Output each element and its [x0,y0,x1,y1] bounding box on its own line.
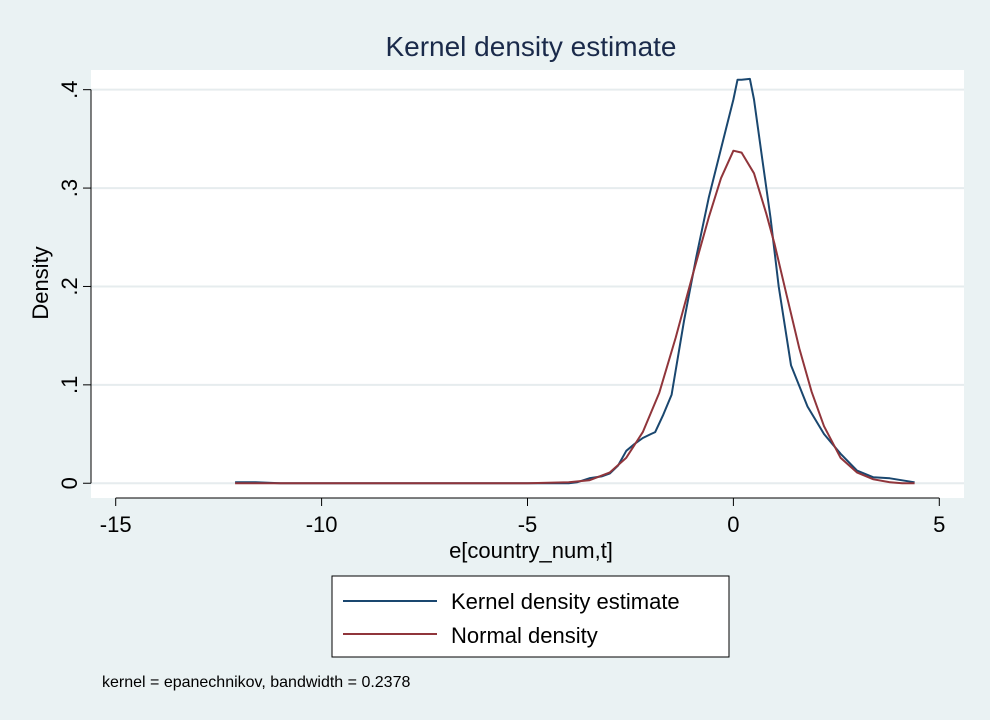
legend-box [331,575,730,658]
normal-density-line [235,149,915,485]
y-tick-label-0: 0 [57,477,82,489]
bandwidth-note: kernel = epanechnikov, bandwidth = 0.237… [102,674,410,691]
legend-label-kernel-density: Kernel density estimate [451,589,680,614]
legend: Kernel density estimate Normal density [331,575,730,658]
y-tick-label-3: .3 [57,179,82,197]
series-lines [235,77,915,485]
y-tick-label-2: .2 [57,277,82,295]
x-tick-label-0: -15 [100,512,132,537]
y-axis-label: Density [28,246,53,319]
chart-title: Kernel density estimate [385,31,676,62]
plot-area [91,70,964,498]
x-tick-label-3: 0 [727,512,739,537]
x-tick-label-2: -5 [518,512,538,537]
y-tick-label-1: .1 [57,376,82,394]
y-tick-label-4: .4 [57,80,82,98]
x-tick-label-4: 5 [933,512,945,537]
legend-label-normal-density: Normal density [451,623,598,648]
x-tick-label-1: -10 [306,512,338,537]
axes: 0 .1 .2 .3 .4 -15 -10 -5 0 5 [57,80,945,537]
x-axis-label: e[country_num,t] [449,538,613,563]
